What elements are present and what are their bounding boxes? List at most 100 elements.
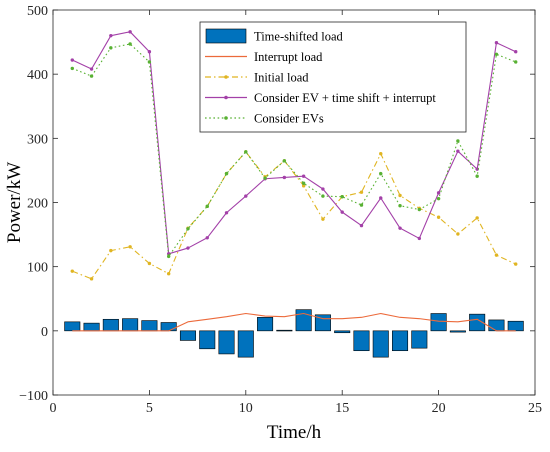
series-2-point-1: [70, 269, 74, 273]
y-tick-label: 0: [41, 325, 48, 340]
legend-marker: [224, 95, 228, 100]
lines-layer: [70, 30, 518, 332]
series-4: [70, 42, 518, 259]
series-4-point-17: [379, 171, 383, 176]
series-3-point-9: [224, 211, 229, 215]
series-3-point-16: [359, 223, 364, 228]
series-2-point-23: [494, 253, 499, 257]
series-3-point-10: [244, 194, 248, 198]
y-tick-label: 100: [27, 261, 48, 276]
bar-23: [488, 319, 505, 332]
bar-10: [237, 330, 254, 358]
series-3: [70, 30, 518, 256]
bar-8: [199, 330, 216, 350]
bar-22: [469, 313, 486, 332]
series-2-point-21: [456, 232, 460, 236]
bar-5: [141, 320, 158, 332]
series-3-point-23: [494, 41, 499, 45]
y-tick-label: 300: [27, 132, 48, 147]
bar-24: [507, 320, 524, 332]
series-1: [72, 312, 516, 332]
y-tick-label: 400: [27, 68, 48, 83]
x-tick-label: 0: [50, 401, 57, 416]
series-4-point-5: [147, 60, 152, 64]
y-axis-title: Power/kW: [4, 162, 25, 243]
series-2-point-4: [128, 245, 132, 249]
series-4-point-7: [186, 227, 190, 231]
series-4-point-6: [166, 254, 171, 259]
bar-21: [449, 330, 466, 333]
series-4-point-21: [456, 139, 460, 143]
bar-2: [83, 322, 100, 332]
x-tick-label: 20: [432, 401, 446, 416]
series-3-point-17: [379, 196, 383, 200]
series-4-point-20: [436, 196, 441, 201]
series-3-point-20: [436, 191, 441, 195]
legend: Time-shifted load Interrupt load Initial l…: [199, 21, 467, 133]
bar-6: [160, 322, 177, 332]
series-4-point-3: [109, 46, 113, 50]
series-2-point-13: [301, 184, 306, 188]
series-4-point-12: [282, 159, 287, 163]
legend-item-3: Initial load: [205, 71, 309, 85]
series-4-point-22: [475, 174, 479, 178]
legend-label: Consider EVs: [254, 112, 324, 126]
legend-swatch: [205, 28, 247, 44]
series-3-point-4: [128, 30, 132, 34]
y-tick-label: −100: [19, 389, 48, 404]
series-line-2: [72, 151, 516, 280]
series-2-point-14: [321, 217, 325, 221]
series-4-point-19: [417, 207, 422, 212]
series-3-point-24: [514, 50, 518, 54]
series-2-point-18: [398, 193, 402, 198]
series-3-point-19: [417, 236, 422, 241]
series-2-point-17: [379, 152, 383, 156]
series-2-point-16: [359, 190, 364, 194]
x-axis-title: Time/h: [267, 422, 322, 443]
bar-4: [122, 318, 139, 332]
series-3-point-12: [282, 175, 287, 180]
bar-7: [179, 330, 196, 341]
legend-marker: [224, 75, 228, 79]
series-4-point-4: [128, 42, 132, 46]
x-tick-label: 10: [239, 401, 253, 416]
series-3-point-3: [109, 33, 113, 38]
series-2-point-6: [166, 272, 171, 276]
series-3-point-2: [89, 67, 94, 71]
series-4-point-11: [263, 176, 267, 180]
legend-label: Time-shifted load: [254, 30, 344, 44]
bar-18: [392, 330, 409, 352]
series-2-point-22: [475, 216, 479, 220]
series-4-point-24: [514, 60, 518, 64]
series-2-point-5: [147, 261, 152, 266]
x-tick-label: 15: [335, 401, 349, 416]
bar-19: [411, 330, 428, 349]
series-2-point-2: [89, 277, 94, 281]
series-3-point-5: [147, 50, 152, 54]
series-4-point-1: [70, 66, 74, 71]
series-4-point-14: [321, 194, 325, 198]
legend-item-2: Interrupt load: [205, 50, 323, 64]
series-4-point-18: [398, 204, 402, 208]
legend-label: Consider EV + time shift + interrupt: [254, 91, 436, 105]
series-4-point-10: [244, 150, 248, 154]
legend-item-5: Consider EVs: [205, 112, 324, 126]
bar-9: [218, 330, 235, 355]
series-3-point-14: [321, 187, 325, 191]
bar-17: [372, 330, 389, 358]
legend-label: Interrupt load: [254, 50, 323, 64]
series-3-point-7: [186, 246, 190, 250]
series-3-point-15: [340, 210, 344, 214]
x-tick-label: 5: [146, 401, 153, 416]
series-4-point-2: [89, 74, 94, 78]
series-4-point-15: [340, 195, 344, 199]
legend-marker: [224, 116, 228, 120]
legend-item-4: Consider EV + time shift + interrupt: [205, 91, 436, 105]
bar-11: [257, 317, 274, 332]
bar-3: [102, 318, 119, 332]
series-4-point-13: [301, 181, 306, 185]
bar-1: [64, 321, 81, 332]
series-4-point-9: [224, 171, 229, 176]
series-3-point-18: [398, 226, 402, 230]
